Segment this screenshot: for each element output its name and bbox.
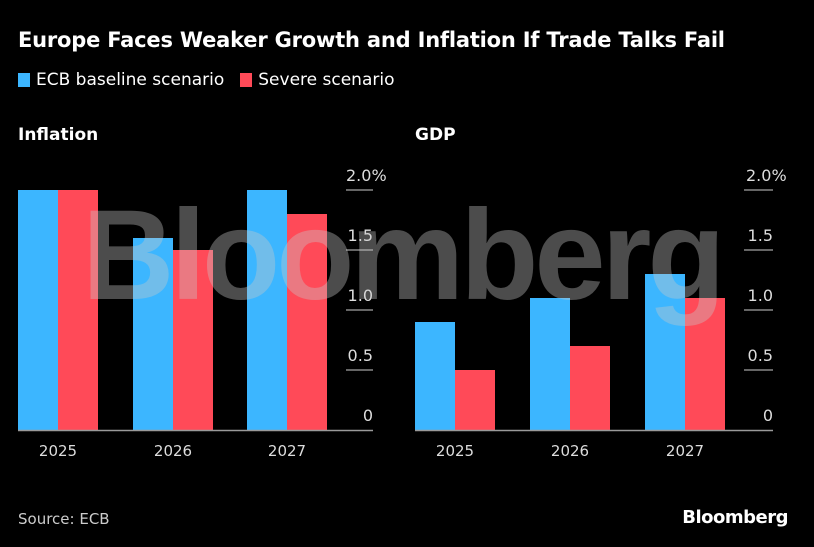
legend-label: Severe scenario	[258, 70, 395, 90]
bar-baseline-2027	[645, 274, 685, 430]
bar-baseline-2026	[133, 238, 173, 430]
y-tick-label: 0.5	[748, 346, 773, 365]
bar-severe-2025	[455, 370, 495, 430]
legend-swatch-baseline	[18, 73, 30, 87]
x-tick-label: 2027	[666, 442, 704, 460]
x-tick-label: 2025	[39, 442, 77, 460]
bar-severe-2026	[173, 250, 213, 430]
bar-baseline-2025	[415, 322, 455, 430]
y-tick-label: 1.5	[348, 226, 373, 245]
panel-title: Inflation	[18, 125, 98, 145]
chart-title: Europe Faces Weaker Growth and Inflation…	[18, 28, 725, 52]
source-note: Source: ECB	[18, 510, 110, 528]
legend-item-baseline: ECB baseline scenario	[18, 70, 224, 90]
y-tick-label: 0	[363, 406, 373, 425]
legend-swatch-severe	[240, 73, 253, 87]
legend-label: ECB baseline scenario	[36, 70, 225, 90]
y-tick-label: 2.0%	[746, 166, 787, 185]
x-tick-label: 2025	[436, 442, 474, 460]
legend-item-severe: Severe scenario	[240, 70, 394, 90]
y-tick-label: 0.5	[348, 346, 373, 365]
bar-severe-2027	[287, 214, 327, 430]
bar-severe-2025	[58, 190, 98, 430]
y-tick-label: 1.5	[748, 226, 773, 245]
bar-baseline-2027	[247, 190, 287, 430]
bar-severe-2027	[685, 298, 725, 430]
y-tick-label: 1.0	[748, 286, 773, 305]
x-tick-label: 2026	[551, 442, 589, 460]
x-tick-label: 2026	[154, 442, 192, 460]
brand-logo: Bloomberg	[682, 507, 788, 528]
legend: ECB baseline scenario Severe scenario	[18, 70, 394, 90]
y-tick-label: 2.0%	[346, 166, 387, 185]
bar-baseline-2026	[530, 298, 570, 430]
y-tick-label: 0	[763, 406, 773, 425]
panel-title: GDP	[415, 125, 456, 145]
bar-baseline-2025	[18, 190, 58, 430]
y-tick-label: 1.0	[348, 286, 373, 305]
bar-severe-2026	[570, 346, 610, 430]
x-tick-label: 2027	[268, 442, 306, 460]
